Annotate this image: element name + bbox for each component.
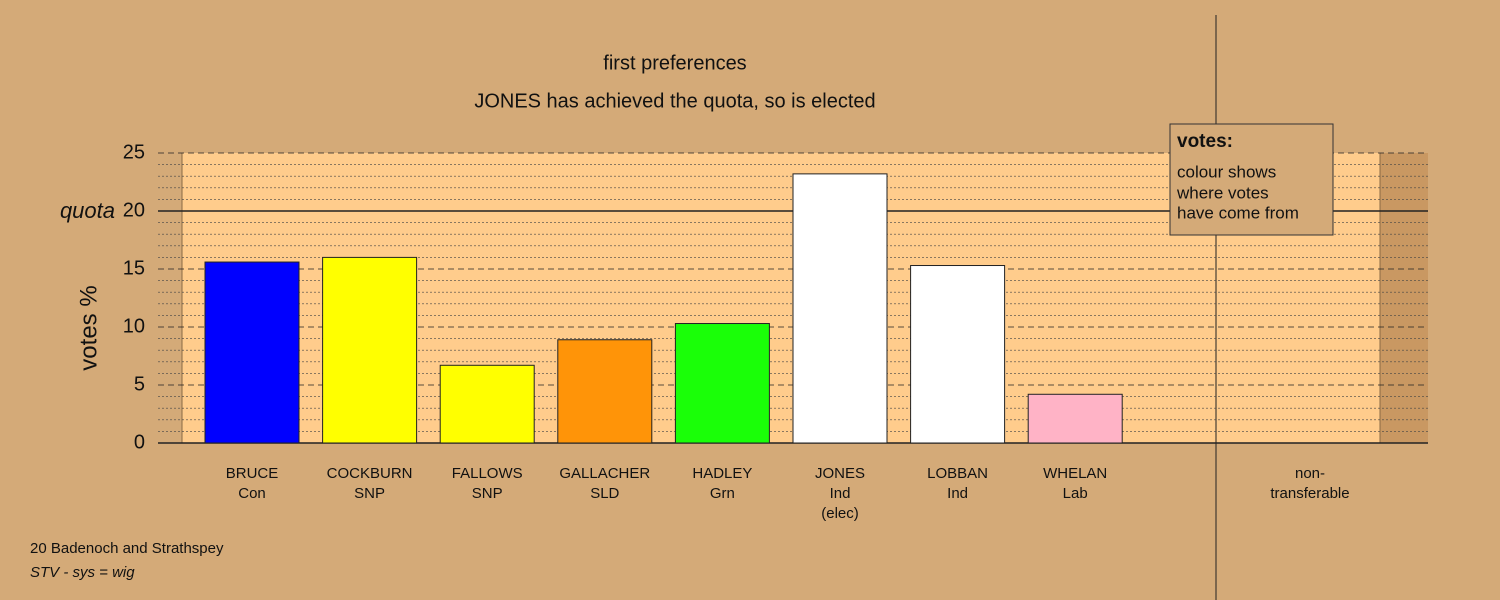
- legend-text: where votes: [1176, 183, 1269, 202]
- x-tick-label: WHELAN: [1043, 465, 1107, 482]
- quota-label: quota: [60, 198, 115, 223]
- note-label: (elec): [821, 505, 859, 522]
- legend-text: colour shows: [1177, 162, 1276, 181]
- y-tick-label: 0: [134, 431, 145, 453]
- party-label: Con: [238, 485, 266, 502]
- nontransferable-label: transferable: [1270, 485, 1349, 502]
- legend: votes: colour shows where votes have com…: [1169, 123, 1334, 236]
- x-tick-label: JONES: [815, 465, 865, 482]
- x-tick-label: GALLACHER: [559, 465, 650, 482]
- party-label: SNP: [354, 485, 385, 502]
- y-axis-label: votes %: [75, 285, 102, 370]
- x-tick-label: FALLOWS: [452, 465, 523, 482]
- party-label: SLD: [590, 485, 619, 502]
- bar: [204, 261, 300, 444]
- x-tick-label: COCKBURN: [327, 465, 413, 482]
- footer: 20 Badenoch and Strathspey: [30, 540, 224, 557]
- chart-title: first preferences: [603, 52, 746, 74]
- y-tick-label: 20: [123, 199, 145, 221]
- shaded-area: [1380, 153, 1428, 443]
- bar: [1027, 393, 1123, 444]
- y-tick-label: 5: [134, 373, 145, 395]
- x-tick-label: BRUCE: [226, 465, 279, 482]
- party-label: SNP: [472, 485, 503, 502]
- plot: 0 5 10 15 20 25 quota BRUCE Con COCKBURN SNP FALLOW…: [60, 141, 1428, 522]
- footer: STV - sys = wig: [30, 564, 135, 581]
- party-label: Ind: [830, 485, 851, 502]
- bar: [439, 364, 535, 444]
- y-tick-label: 25: [123, 141, 145, 163]
- bar: [322, 256, 418, 444]
- x-tick-label: HADLEY: [692, 465, 752, 482]
- bar: [792, 173, 888, 444]
- y-tick-label: 10: [123, 315, 145, 337]
- chart-subtitle: JONES has achieved the quota, so is elec…: [474, 90, 875, 112]
- nontransferable-label: non-: [1295, 465, 1325, 482]
- x-tick-label: LOBBAN: [927, 465, 988, 482]
- bar: [557, 339, 653, 444]
- legend-text: have come from: [1177, 203, 1299, 222]
- bar: [910, 265, 1006, 444]
- y-tick-label: 15: [123, 257, 145, 279]
- bar: [674, 323, 770, 444]
- legend-box: [1169, 123, 1334, 236]
- party-label: Ind: [947, 485, 968, 502]
- legend-title: votes:: [1177, 131, 1233, 152]
- party-label: Lab: [1063, 485, 1088, 502]
- party-label: Grn: [710, 485, 735, 502]
